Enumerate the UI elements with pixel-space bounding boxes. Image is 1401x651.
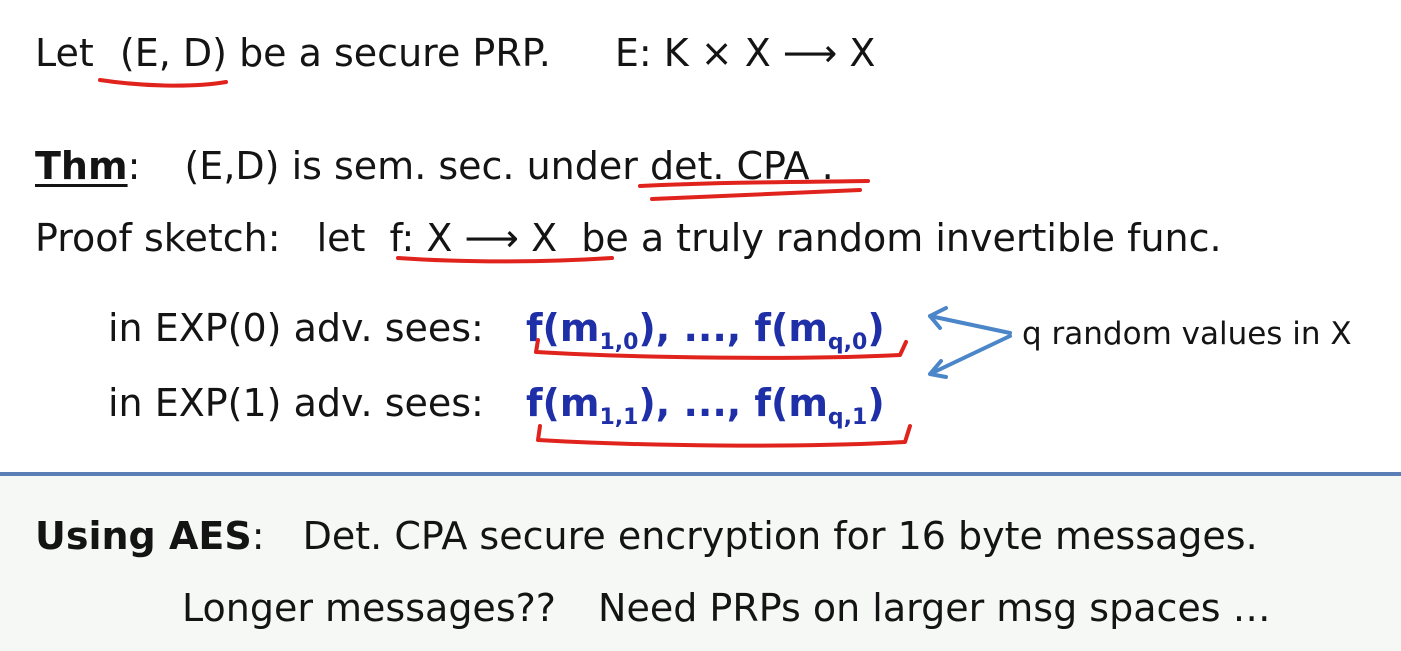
exp0-sub-first: 1,0 [599, 330, 639, 355]
exp0-sub-last: q,0 [827, 330, 868, 355]
encryption-signature: E: K × X ⟶ X [614, 31, 876, 75]
proof-sketch-line: Proof sketch: let f: X ⟶ X be a truly ra… [35, 215, 1222, 261]
prp-phrase: be a secure PRP. [239, 31, 551, 75]
exp1-value-mid: ), ..., f(m [638, 381, 828, 425]
random-values-note: q random values in X [1022, 316, 1352, 352]
theorem-line: Thm: (E,D) is sem. sec. under det. CPA . [35, 143, 834, 189]
proof-rest: be a truly random invertible func. [581, 216, 1222, 260]
exp0-value-mid: ), ..., f(m [638, 306, 828, 350]
theorem-statement: (E,D) is sem. sec. under [184, 144, 638, 188]
aes-label: Using AES [35, 514, 252, 558]
exp1-values: f(m1,1), ..., f(mq,1) [525, 381, 885, 429]
prp-assumption-line: Let (E, D) be a secure PRP. E: K × X ⟶ X [35, 30, 875, 76]
let-word: Let [35, 31, 94, 75]
exp1-line: in EXP(1) adv. sees: f(m1,1), ..., f(mq,… [108, 380, 885, 429]
exp0-value-close: ) [867, 306, 885, 350]
exp1-sub-first: 1,1 [599, 405, 639, 430]
longer-messages-question: Longer messages?? [182, 586, 556, 630]
proof-label: Proof sketch: [35, 216, 281, 260]
bottom-panel [0, 474, 1401, 651]
exp0-values: f(m1,0), ..., f(mq,0) [525, 306, 885, 354]
larger-prp-need: Need PRPs on larger msg spaces … [598, 586, 1271, 630]
arrow-to-exp1 [928, 334, 1012, 379]
aes-line: Using AES: Det. CPA secure encryption fo… [35, 513, 1258, 559]
aes-statement: Det. CPA secure encryption for 16 byte m… [302, 514, 1258, 558]
section-divider [0, 472, 1401, 476]
underline-scheme [98, 78, 228, 88]
theorem-colon: : [127, 144, 141, 188]
exp0-line: in EXP(0) adv. sees: f(m1,0), ..., f(mq,… [108, 305, 885, 354]
exp1-prefix: in EXP(1) adv. sees: [108, 381, 484, 425]
det-cpa-phrase: det. CPA . [649, 144, 834, 188]
arrow-to-exp0 [928, 306, 1012, 335]
theorem-label: Thm [35, 144, 128, 188]
exp0-prefix: in EXP(0) adv. sees: [108, 306, 484, 350]
underline-det-cpa-2 [650, 188, 862, 201]
exp1-value-close: ) [867, 381, 885, 425]
exp1-value-open: f(m [525, 381, 600, 425]
scheme-ed: (E, D) [119, 31, 227, 75]
exp1-sub-last: q,1 [827, 405, 868, 430]
aes-colon: : [251, 514, 265, 558]
proof-let: let [316, 216, 366, 260]
exp0-value-open: f(m [525, 306, 600, 350]
random-function: f: X ⟶ X [389, 216, 558, 260]
longer-messages-line: Longer messages?? Need PRPs on larger ms… [182, 585, 1271, 631]
